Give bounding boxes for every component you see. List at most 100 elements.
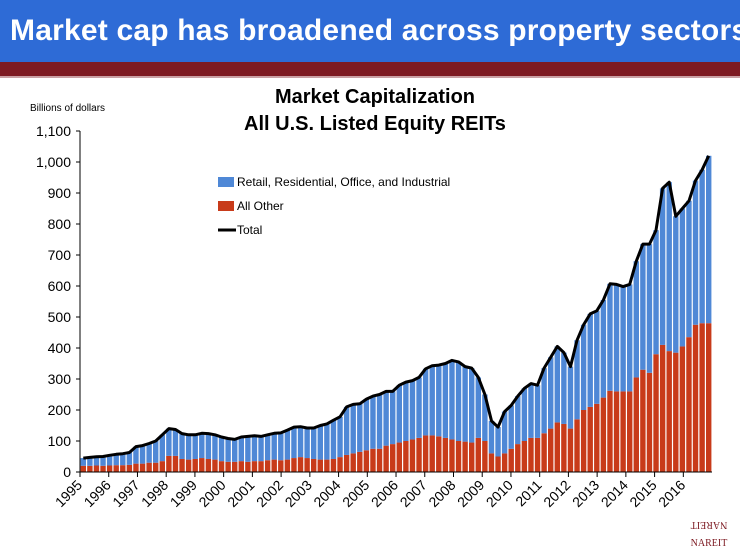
bar-all-other <box>153 462 159 472</box>
bar-retail-residential-office-industrial <box>311 427 317 459</box>
chart-title-line1: Market Capitalization <box>274 86 476 108</box>
bar-all-other <box>291 458 297 472</box>
bar-all-other <box>462 441 468 472</box>
bar-all-other <box>212 459 218 472</box>
bar-retail-residential-office-industrial <box>258 436 264 462</box>
bar-all-other <box>311 458 317 472</box>
svg-text:NAREIT: NAREIT <box>691 538 728 549</box>
bar-all-other <box>679 346 686 472</box>
bar-retail-residential-office-industrial <box>225 438 231 462</box>
bar-all-other <box>93 465 100 472</box>
x-tick-label: 2013 <box>569 477 602 510</box>
bar-retail-residential-office-industrial <box>80 458 86 466</box>
bar-all-other <box>133 463 139 472</box>
bar-all-other <box>706 323 712 472</box>
bar-all-other <box>396 442 402 472</box>
bar-all-other <box>495 456 501 472</box>
bar-retail-residential-office-industrial <box>620 286 626 392</box>
bar-retail-residential-office-industrial <box>613 284 620 392</box>
bar-all-other <box>297 457 304 472</box>
bar-all-other <box>594 403 600 472</box>
bar-retail-residential-office-industrial <box>692 180 699 325</box>
bar-all-other <box>350 453 356 472</box>
bar-retail-residential-office-industrial <box>469 368 475 443</box>
bar-retail-residential-office-industrial <box>185 434 192 460</box>
chart-title: Market Capitalization All U.S. Listed Eq… <box>190 84 560 138</box>
bar-all-other <box>205 458 212 472</box>
bar-retail-residential-office-industrial <box>87 457 93 466</box>
bar-all-other <box>383 445 389 472</box>
x-tick-label: 2012 <box>540 477 573 510</box>
chart-title-line2: All U.S. Listed Equity REITs <box>244 113 506 135</box>
bar-all-other <box>429 435 435 472</box>
bar-retail-residential-office-industrial <box>106 455 113 466</box>
total-line <box>83 155 711 460</box>
bar-retail-residential-office-industrial <box>482 394 488 441</box>
bar-all-other <box>218 461 225 472</box>
x-tick-label: 1996 <box>81 477 114 510</box>
bar-all-other <box>264 460 271 472</box>
y-tick-label: 200 <box>48 402 72 418</box>
bar-retail-residential-office-industrial <box>653 230 659 355</box>
bar-retail-residential-office-industrial <box>390 391 396 445</box>
y-tick-label: 400 <box>48 340 72 356</box>
bar-all-other <box>317 459 323 472</box>
bar-retail-residential-office-industrial <box>363 399 370 451</box>
bar-retail-residential-office-industrial <box>199 433 205 459</box>
x-tick-label: 2002 <box>253 477 286 510</box>
legend-retail-swatch <box>218 177 234 187</box>
bar-retail-residential-office-industrial <box>278 432 284 461</box>
bar-retail-residential-office-industrial <box>153 441 159 463</box>
svg-text:NAREIT: NAREIT <box>691 519 728 530</box>
x-tick-label: 2011 <box>512 477 545 510</box>
bar-retail-residential-office-industrial <box>627 284 633 392</box>
x-tick-label: 2010 <box>483 477 516 510</box>
bar-retail-residential-office-industrial <box>600 299 607 398</box>
x-tick-label: 2014 <box>598 477 631 510</box>
bar-all-other <box>225 461 231 472</box>
bar-retail-residential-office-industrial <box>126 452 133 465</box>
bar-retail-residential-office-industrial <box>633 261 639 378</box>
bar-all-other <box>251 461 258 472</box>
bar-retail-residential-office-industrial <box>271 433 277 460</box>
bar-all-other <box>653 354 659 472</box>
y-tick-label: 500 <box>48 309 72 325</box>
bar-all-other <box>613 391 620 472</box>
bar-retail-residential-office-industrial <box>370 396 376 449</box>
bar-all-other <box>567 428 574 472</box>
bar-all-other <box>455 441 462 472</box>
bar-retail-residential-office-industrial <box>264 434 271 461</box>
bar-all-other <box>87 465 93 472</box>
bar-all-other <box>515 444 521 472</box>
bar-all-other <box>106 465 113 472</box>
bar-retail-residential-office-industrial <box>232 439 238 462</box>
legend-all-other-swatch <box>218 201 234 211</box>
y-tick-label: 300 <box>48 371 72 387</box>
bar-all-other <box>699 323 705 472</box>
bar-all-other <box>561 423 567 472</box>
bar-all-other <box>192 458 198 472</box>
bar-retail-residential-office-industrial <box>251 435 258 462</box>
bar-retail-residential-office-industrial <box>159 434 165 462</box>
title-underline-strip <box>0 62 740 76</box>
bar-all-other <box>271 459 277 472</box>
bar-all-other <box>113 465 119 472</box>
bar-retail-residential-office-industrial <box>501 411 508 454</box>
bar-all-other <box>534 437 541 472</box>
bar-all-other <box>436 436 442 472</box>
bar-retail-residential-office-industrial <box>297 426 304 458</box>
x-tick-label: 1998 <box>138 477 171 510</box>
bar-all-other <box>416 437 422 472</box>
title-banner: Market cap has broadened across property… <box>0 0 740 62</box>
bar-retail-residential-office-industrial <box>449 360 455 440</box>
bar-retail-residential-office-industrial <box>120 453 126 466</box>
bar-all-other <box>284 459 291 472</box>
legend-retail-label: Retail, Residential, Office, and Industr… <box>237 175 450 189</box>
bar-all-other <box>166 455 172 472</box>
bar-retail-residential-office-industrial <box>475 377 481 438</box>
bar-retail-residential-office-industrial <box>699 169 705 324</box>
nareit-logo: NAREIT NAREIT <box>691 519 728 549</box>
bar-retail-residential-office-industrial <box>179 433 185 459</box>
bar-all-other <box>390 444 396 472</box>
bar-retail-residential-office-industrial <box>528 383 534 438</box>
